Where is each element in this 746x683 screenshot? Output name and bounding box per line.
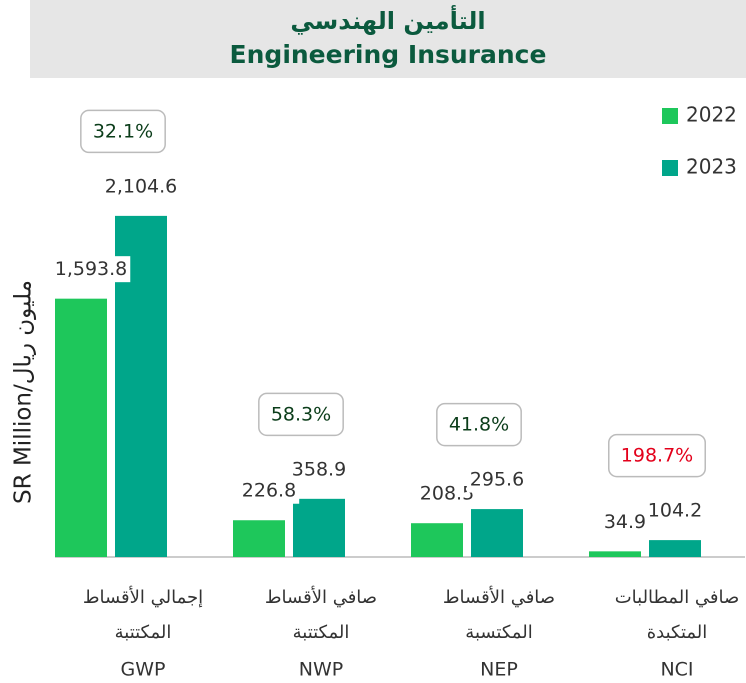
label-bg <box>288 456 350 483</box>
x-tick-label-ar: صافي الأقساط <box>265 586 377 608</box>
chart-title-ar: التأمين الهندسي <box>290 5 485 35</box>
x-tick-label-ar: المتكبدة <box>647 622 708 643</box>
legend-label: 2023 <box>686 155 737 179</box>
x-tick-label-ar: المكتتبة <box>293 622 350 643</box>
growth-box <box>258 392 344 437</box>
legend-swatch <box>662 108 678 124</box>
chart-title: Engineering Insurance <box>230 40 547 69</box>
bar <box>293 498 345 557</box>
x-tick-label-ar: صافي الأقساط <box>443 586 555 608</box>
label-bg <box>466 466 528 493</box>
legend-label: 2022 <box>686 103 737 127</box>
title-band <box>30 0 746 78</box>
x-tick-label: NWP <box>299 659 343 681</box>
value-label: 1,593.8 <box>55 258 128 280</box>
bar <box>233 520 285 557</box>
x-tick-label: NCI <box>660 659 693 681</box>
bar <box>471 509 523 557</box>
growth-label: 32.1% <box>93 120 153 142</box>
growth-label: 58.3% <box>271 403 331 425</box>
value-label: 2,104.6 <box>105 175 178 197</box>
growth-label: 41.8% <box>449 414 509 436</box>
legend-swatch <box>662 160 678 176</box>
value-label: 358.9 <box>292 458 346 480</box>
growth-box <box>608 433 706 478</box>
growth-box <box>436 402 522 447</box>
x-tick-label: NEP <box>480 659 518 681</box>
bar <box>411 523 463 557</box>
y-axis-label: SR Million/مليون ريال <box>11 280 37 504</box>
bar <box>649 540 701 557</box>
value-label: 208.5 <box>420 483 474 505</box>
label-bg <box>51 256 131 283</box>
x-tick-label-ar: صافي المطالبات <box>615 587 740 608</box>
growth-label: 198.7% <box>621 445 693 467</box>
x-tick-label-ar: إجمالي الأقساط <box>83 586 203 608</box>
x-tick-label: GWP <box>121 659 166 681</box>
value-label: 295.6 <box>470 469 524 491</box>
x-tick-label-ar: المكتسبة <box>465 622 532 643</box>
bar <box>55 298 107 557</box>
label-bg <box>644 497 706 524</box>
label-bg <box>600 508 650 535</box>
bar <box>589 551 641 557</box>
label-bg <box>101 173 181 200</box>
value-label: 104.2 <box>648 500 702 522</box>
growth-box <box>80 109 166 154</box>
value-label: 226.8 <box>242 480 296 502</box>
x-tick-label-ar: المكتتبة <box>115 622 172 643</box>
value-label: 34.9 <box>604 511 646 533</box>
